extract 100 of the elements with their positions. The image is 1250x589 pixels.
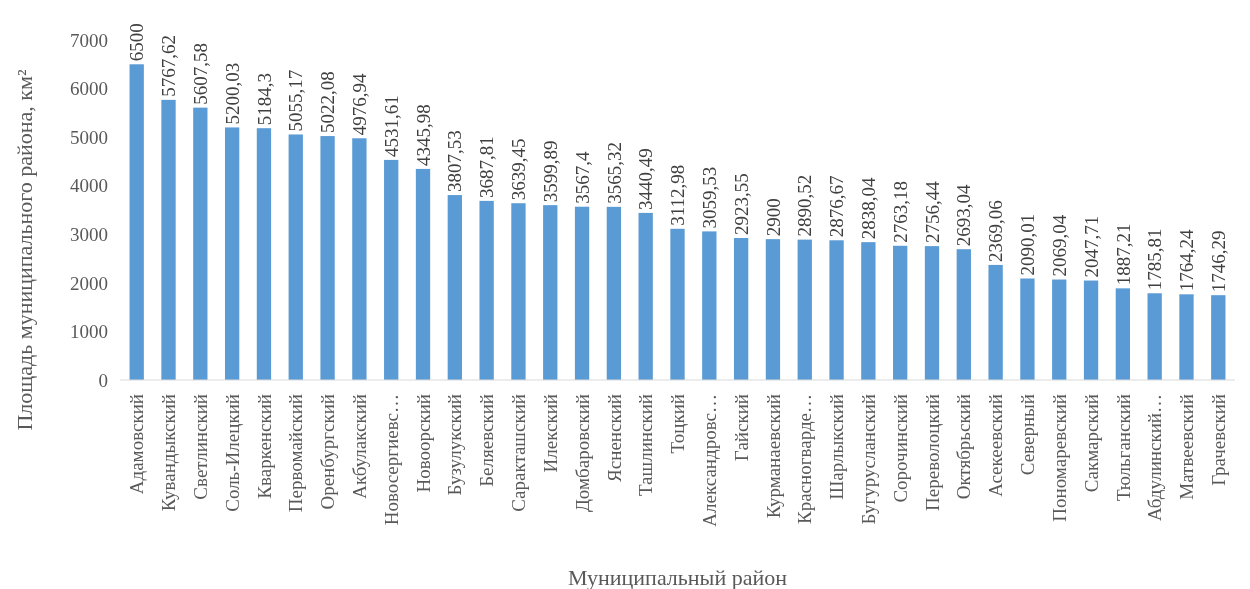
x-tick-label: Первомайский	[285, 394, 307, 513]
data-label: 2047,71	[1080, 215, 1102, 278]
data-label: 2693,04	[953, 183, 975, 247]
x-tick-label: Гайский	[730, 394, 752, 462]
y-axis-title: Площадь муниципального района, км²	[12, 69, 37, 431]
data-label: 1764,24	[1176, 229, 1198, 292]
data-label: 3639,45	[508, 138, 530, 201]
bar	[861, 242, 876, 380]
data-label: 2923,55	[730, 173, 752, 235]
bar	[733, 238, 749, 380]
data-label: 2890,52	[794, 174, 816, 237]
data-label: 2763,18	[889, 181, 911, 243]
x-tick-label: Адамовский	[126, 394, 148, 495]
bar	[129, 64, 144, 380]
bar	[893, 245, 908, 380]
bar	[829, 240, 844, 380]
data-label: 1887,21	[1112, 223, 1134, 286]
bar	[288, 134, 303, 380]
x-tick-label: Кваркенский	[253, 394, 275, 499]
data-label: 2838,04	[858, 176, 880, 240]
data-label: 3112,98	[667, 164, 689, 226]
bar	[1211, 295, 1226, 380]
x-tick-label: Илекский	[539, 394, 561, 473]
x-tick-label: Сорочинский	[889, 394, 911, 503]
x-tick-label: Красногварде…	[794, 394, 816, 525]
x-tick-label: Абдулинский…	[1144, 394, 1166, 522]
bar	[1083, 280, 1099, 380]
y-tick-label: 3000	[70, 223, 108, 245]
data-label: 2069,04	[1048, 214, 1070, 277]
x-tick-label: Бузулукский	[444, 394, 466, 496]
bar	[193, 107, 208, 380]
bar	[765, 239, 781, 380]
x-axis-title: Муниципальный район	[568, 565, 788, 589]
x-tick-label: Грачевский	[1207, 394, 1229, 486]
x-tick-label: Акбулакский	[349, 394, 371, 499]
data-label: 3599,89	[539, 140, 561, 203]
x-tick-label: Бугурусланский	[858, 394, 880, 525]
data-label: 4531,61	[380, 95, 402, 157]
bar	[988, 264, 1003, 380]
data-label: 3059,53	[698, 166, 720, 229]
x-tick-label: Октябрьский	[953, 394, 975, 500]
x-tick-label: Тоцкий	[667, 394, 689, 454]
x-tick-label: Беляевский	[476, 394, 498, 487]
data-label: 4345,98	[412, 104, 434, 166]
data-label: 3567,4	[571, 150, 593, 204]
data-label: 5767,62	[158, 35, 180, 97]
bar	[447, 195, 462, 380]
x-tick-label: Сакмарский	[1080, 394, 1102, 493]
x-tick-label: Ташлинский	[635, 394, 657, 497]
bar	[256, 128, 272, 380]
x-tick-label: Новоорский	[412, 394, 434, 493]
x-tick-label: Переволоцкий	[921, 394, 943, 511]
bar	[1052, 279, 1067, 380]
data-label: 3687,81	[476, 136, 498, 198]
data-label: 2900	[762, 198, 784, 237]
data-label: 5200,03	[221, 62, 243, 125]
bar	[224, 127, 240, 380]
bar	[924, 246, 940, 380]
bar	[702, 231, 717, 380]
x-tick-label: Северный	[1017, 394, 1039, 476]
data-label: 1785,81	[1144, 228, 1166, 291]
bar	[797, 239, 812, 380]
y-tick-label: 6000	[70, 78, 108, 100]
x-tick-label: Александровс…	[698, 394, 720, 527]
data-label: 5184,3	[253, 72, 275, 126]
y-tick-label: 4000	[70, 175, 108, 197]
y-tick-label: 5000	[70, 126, 108, 148]
data-label: 2876,67	[826, 175, 848, 238]
data-label: 2369,06	[985, 200, 1007, 262]
data-label: 3440,49	[635, 148, 657, 210]
x-tick-label: Саракташский	[508, 394, 530, 512]
bar	[479, 200, 494, 380]
bar	[1179, 294, 1194, 380]
bar	[384, 159, 399, 380]
x-tick-label: Новосергиевс…	[380, 394, 402, 526]
data-label: 4976,94	[349, 73, 371, 136]
x-tick-label: Курманаевский	[762, 394, 784, 519]
bar	[415, 168, 431, 380]
data-label: 2756,44	[921, 180, 943, 244]
y-tick-label: 0	[98, 369, 108, 391]
bar	[606, 206, 622, 380]
x-tick-label: Матвеевский	[1176, 394, 1198, 500]
x-tick-label: Пономаревский	[1048, 394, 1070, 522]
y-tick-label: 2000	[70, 272, 108, 294]
bar	[352, 138, 367, 380]
x-tick-label: Светлинский	[189, 394, 211, 500]
bar	[320, 136, 335, 380]
bar	[543, 205, 558, 380]
data-label: 6500	[126, 23, 148, 62]
bar	[1020, 278, 1035, 380]
data-label: 3807,53	[444, 130, 466, 193]
bar	[574, 206, 590, 380]
x-tick-label: Шарлыкский	[826, 394, 848, 500]
data-label: 5607,58	[189, 42, 211, 105]
bar	[511, 203, 526, 380]
x-tick-label: Кувандыкский	[158, 394, 180, 512]
data-label: 5055,17	[285, 69, 307, 132]
data-label: 2090,01	[1017, 213, 1039, 276]
x-tick-label: Ясненский	[603, 394, 625, 482]
data-label: 1746,29	[1207, 230, 1229, 293]
